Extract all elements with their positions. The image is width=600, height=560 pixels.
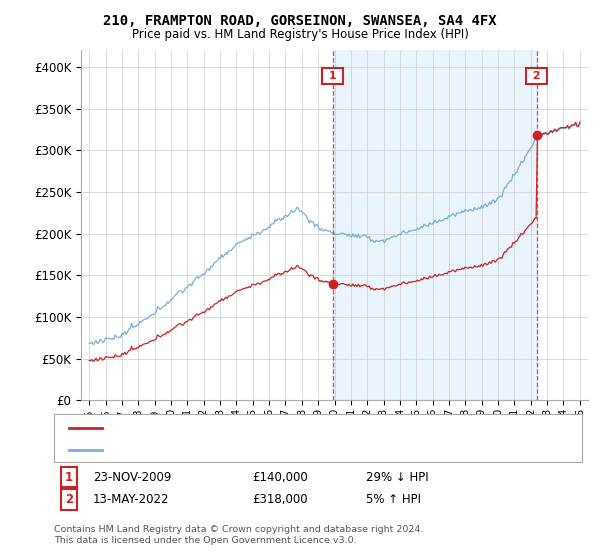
Text: Price paid vs. HM Land Registry's House Price Index (HPI): Price paid vs. HM Land Registry's House … [131,28,469,41]
Text: 5% ↑ HPI: 5% ↑ HPI [366,493,421,506]
Text: 210, FRAMPTON ROAD, GORSEINON, SWANSEA, SA4 4FX: 210, FRAMPTON ROAD, GORSEINON, SWANSEA, … [103,14,497,28]
Text: 23-NOV-2009: 23-NOV-2009 [93,470,172,484]
Text: 1: 1 [325,71,341,81]
Text: 2: 2 [529,71,545,81]
Text: Contains HM Land Registry data © Crown copyright and database right 2024.
This d: Contains HM Land Registry data © Crown c… [54,525,424,545]
Text: 29% ↓ HPI: 29% ↓ HPI [366,470,428,484]
Text: £318,000: £318,000 [252,493,308,506]
Text: HPI: Average price, detached house, Swansea: HPI: Average price, detached house, Swan… [108,445,359,455]
Text: 2: 2 [65,493,73,506]
Text: 1: 1 [65,470,73,484]
Text: 210, FRAMPTON ROAD, GORSEINON, SWANSEA, SA4 4FX (detached house): 210, FRAMPTON ROAD, GORSEINON, SWANSEA, … [108,423,519,433]
Bar [333,50,537,400]
Text: 13-MAY-2022: 13-MAY-2022 [93,493,170,506]
Text: £140,000: £140,000 [252,470,308,484]
